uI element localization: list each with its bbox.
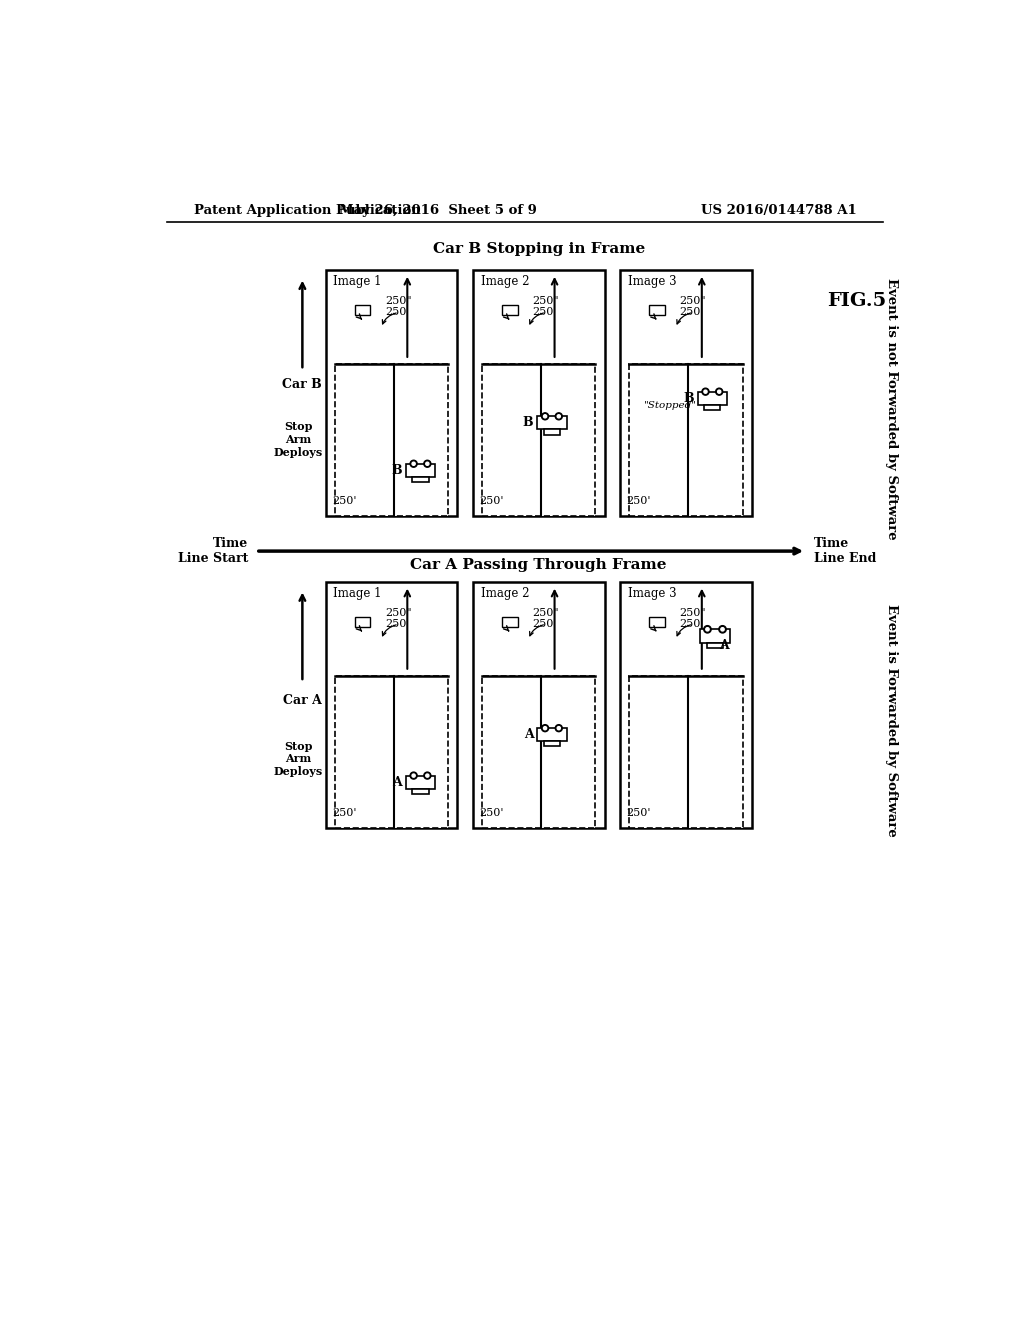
Text: Patent Application Publication: Patent Application Publication	[194, 205, 421, 218]
Circle shape	[412, 462, 415, 466]
Circle shape	[542, 725, 549, 731]
Bar	[473, 271, 604, 516]
Circle shape	[424, 461, 431, 467]
Circle shape	[719, 626, 726, 634]
Circle shape	[412, 774, 415, 777]
Circle shape	[426, 774, 429, 777]
Text: 250": 250"	[532, 607, 559, 618]
Text: 250: 250	[679, 619, 700, 630]
Circle shape	[557, 726, 560, 730]
Bar	[413, 477, 428, 482]
Bar	[326, 271, 458, 516]
Text: Car A: Car A	[283, 693, 322, 706]
Bar	[326, 582, 458, 829]
Circle shape	[721, 627, 724, 631]
Text: 250': 250'	[332, 496, 356, 506]
Text: 250': 250'	[627, 808, 651, 818]
Bar	[697, 392, 727, 405]
Text: Stop
Arm
Deploys: Stop Arm Deploys	[273, 741, 324, 777]
Text: Time
Line Start: Time Line Start	[178, 537, 248, 565]
Text: 250': 250'	[479, 808, 504, 818]
Circle shape	[544, 414, 547, 418]
Text: A: A	[392, 776, 402, 788]
Circle shape	[555, 725, 562, 731]
Circle shape	[542, 413, 549, 420]
Text: Event is Forwarded by Software: Event is Forwarded by Software	[885, 605, 898, 837]
Text: A: A	[523, 729, 534, 741]
Text: Image 3: Image 3	[628, 275, 677, 288]
Circle shape	[410, 461, 417, 467]
Bar	[705, 405, 721, 411]
Circle shape	[544, 726, 547, 730]
Bar	[473, 582, 604, 829]
Bar	[502, 305, 517, 315]
Circle shape	[702, 388, 709, 395]
Text: 250: 250	[385, 619, 407, 630]
Text: B: B	[683, 392, 694, 405]
Text: Time
Line End: Time Line End	[814, 537, 877, 565]
Bar	[621, 271, 752, 516]
Text: 250: 250	[532, 619, 554, 630]
Text: "Stopped": "Stopped"	[644, 401, 697, 411]
Bar	[482, 364, 595, 516]
Text: Image 1: Image 1	[334, 587, 382, 601]
Circle shape	[716, 388, 723, 395]
Text: A: A	[719, 639, 729, 652]
Bar	[538, 416, 566, 429]
Text: 250': 250'	[332, 808, 356, 818]
Text: US 2016/0144788 A1: US 2016/0144788 A1	[701, 205, 857, 218]
Bar	[482, 676, 595, 829]
Text: 250': 250'	[479, 496, 504, 506]
Bar	[699, 630, 730, 643]
Text: 250": 250"	[385, 296, 412, 306]
Bar	[413, 788, 428, 793]
Text: Stop
Arm
Deploys: Stop Arm Deploys	[273, 421, 324, 458]
Bar	[335, 364, 449, 516]
Bar	[621, 582, 752, 829]
Text: 250': 250'	[627, 496, 651, 506]
Bar	[335, 676, 449, 829]
Bar	[538, 729, 566, 741]
Text: 250: 250	[679, 308, 700, 317]
Text: 250": 250"	[385, 607, 412, 618]
Bar	[630, 364, 742, 516]
Bar	[630, 676, 742, 829]
Bar	[354, 305, 371, 315]
Text: 250": 250"	[679, 607, 706, 618]
Text: Image 2: Image 2	[480, 587, 529, 601]
Text: B: B	[523, 416, 534, 429]
Circle shape	[718, 391, 721, 393]
Circle shape	[410, 772, 417, 779]
Text: 250: 250	[385, 308, 407, 317]
Bar	[502, 616, 517, 627]
Text: Image 2: Image 2	[480, 275, 529, 288]
Text: B: B	[391, 463, 402, 477]
Circle shape	[557, 414, 560, 418]
Circle shape	[706, 627, 709, 631]
Circle shape	[703, 391, 708, 393]
Bar	[544, 741, 560, 746]
Bar	[649, 616, 665, 627]
Text: Image 3: Image 3	[628, 587, 677, 601]
Bar	[707, 643, 723, 648]
Bar	[649, 305, 665, 315]
Text: 250": 250"	[532, 296, 559, 306]
Circle shape	[424, 772, 431, 779]
Text: FIG.5: FIG.5	[826, 292, 886, 310]
Circle shape	[703, 626, 711, 634]
Bar	[354, 616, 371, 627]
Circle shape	[555, 413, 562, 420]
Circle shape	[426, 462, 429, 466]
Text: 250: 250	[532, 308, 554, 317]
Text: Event is not Forwarded by Software: Event is not Forwarded by Software	[885, 277, 898, 540]
Bar	[544, 429, 560, 434]
Text: Car B Stopping in Frame: Car B Stopping in Frame	[432, 243, 645, 256]
Text: Image 1: Image 1	[334, 275, 382, 288]
Text: Car B: Car B	[283, 378, 323, 391]
Text: 250": 250"	[679, 296, 706, 306]
Bar	[406, 463, 435, 477]
Bar	[406, 776, 435, 788]
Text: Car A Passing Through Frame: Car A Passing Through Frame	[411, 558, 667, 572]
Text: May 26, 2016  Sheet 5 of 9: May 26, 2016 Sheet 5 of 9	[339, 205, 537, 218]
